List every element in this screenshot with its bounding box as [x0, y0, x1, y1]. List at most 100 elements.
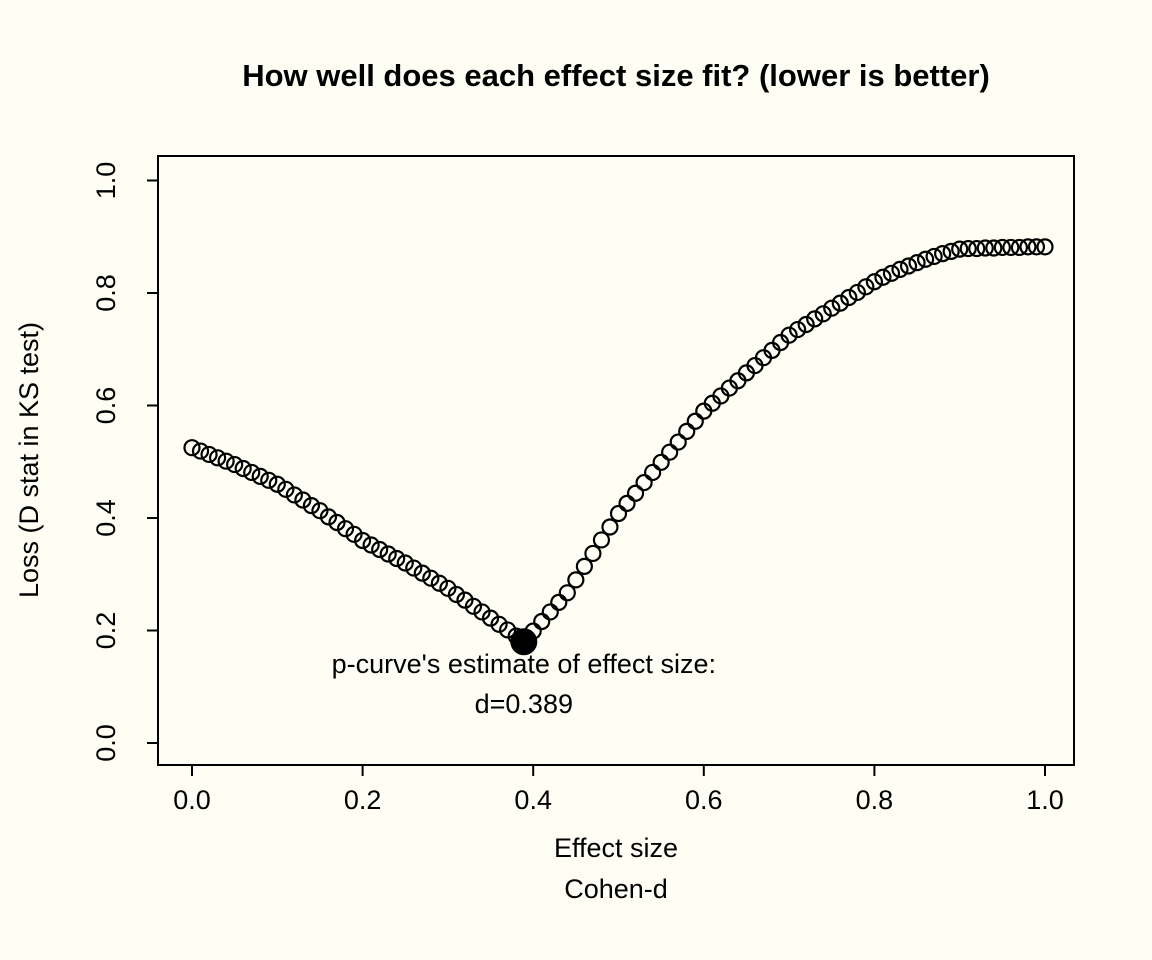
data-point-circle — [234, 459, 252, 478]
data-point-circle — [635, 473, 653, 492]
data-point-circle — [268, 475, 286, 493]
plot-box — [157, 155, 1075, 766]
data-point-circle — [533, 612, 551, 631]
data-point-circle — [584, 544, 602, 563]
y-tick-label: 0.4 — [91, 499, 121, 537]
data-point-circle — [413, 564, 431, 582]
x-tick-label: 0.4 — [514, 785, 552, 815]
data-points-layer — [183, 238, 1054, 650]
data-point-circle — [354, 531, 372, 550]
data-point-circle — [243, 463, 261, 482]
data-point-circle — [814, 305, 832, 323]
data-point-circle — [294, 491, 312, 509]
data-point-circle — [652, 453, 670, 471]
x-tick-label: 0.0 — [173, 785, 211, 815]
annotation-line1: p-curve's estimate of effect size: — [332, 649, 716, 679]
data-point-circle — [993, 238, 1011, 257]
data-point-circle — [942, 242, 960, 260]
data-point-circle — [626, 484, 645, 502]
data-point-circle — [311, 502, 329, 520]
x-tick-label: 0.8 — [856, 785, 894, 815]
data-point-circle — [934, 245, 952, 263]
data-point-circle — [959, 239, 977, 258]
data-point-circle — [200, 445, 218, 464]
data-point-circle — [797, 315, 815, 334]
data-point-circle — [208, 449, 227, 467]
data-point-circle — [226, 455, 244, 474]
estimate-point — [510, 628, 538, 656]
data-point-circle — [678, 422, 696, 440]
data-point-circle — [430, 574, 448, 592]
y-tick-label: 0.2 — [91, 612, 121, 650]
data-point-circle — [857, 278, 875, 296]
data-point-circle — [925, 247, 943, 266]
data-point-circle — [362, 536, 380, 554]
data-point-circle — [439, 579, 457, 597]
data-point-circle — [865, 273, 884, 291]
data-point-circle — [388, 549, 406, 568]
data-point-circle — [371, 540, 389, 559]
data-point-circle — [908, 254, 926, 272]
x-tick-label: 0.2 — [344, 785, 382, 815]
data-point-circle — [405, 559, 423, 577]
data-point-circle — [806, 310, 824, 328]
data-point-circle — [345, 525, 363, 543]
axis-ticks-layer: 0.0 0.2 0.4 0.6 0.8 1.0 0.0 0.2 0.4 0.6 0.8 1.0 — [91, 162, 1064, 815]
data-point-circle — [882, 264, 901, 282]
data-point-circle — [567, 571, 585, 589]
data-point-circle — [550, 593, 568, 611]
y-tick-label: 0.8 — [91, 274, 121, 312]
data-point-circle — [302, 497, 321, 515]
data-point-circle — [874, 268, 892, 286]
data-point-circle — [831, 294, 849, 312]
data-point-circle — [379, 545, 397, 563]
data-point-circle — [558, 584, 576, 602]
data-point-circle — [899, 257, 918, 275]
data-point-circle — [328, 513, 346, 532]
x-tick-label: 1.0 — [1026, 785, 1064, 815]
data-point-circle — [1002, 238, 1020, 257]
data-point-circle — [422, 569, 440, 587]
data-point-circle — [985, 239, 1003, 257]
data-point-circle — [541, 603, 559, 621]
x-tick-label: 0.6 — [685, 785, 723, 815]
y-tick-label: 0.6 — [91, 387, 121, 425]
chart-title: How well does each effect size fit? (low… — [242, 58, 990, 93]
data-point-circle — [848, 283, 866, 302]
data-point-circle — [447, 585, 466, 604]
data-point-circle — [823, 299, 841, 317]
data-point-circle — [789, 320, 807, 339]
data-point-circle — [473, 603, 491, 621]
data-point-circle — [319, 508, 338, 526]
annotation-line2: d=0.389 — [475, 689, 573, 719]
data-point-circle — [840, 288, 858, 307]
data-point-circle — [277, 480, 295, 498]
data-point-circle — [618, 494, 636, 512]
data-point-circle — [609, 504, 628, 523]
data-point-circle — [336, 520, 355, 538]
data-point-circle — [1019, 238, 1037, 256]
data-point-circle — [1010, 238, 1029, 257]
data-point-circle — [592, 531, 611, 549]
data-point-circle — [644, 463, 662, 482]
y-tick-label: 0.0 — [91, 724, 121, 762]
data-point-circle — [456, 591, 474, 609]
data-point-circle — [601, 518, 619, 536]
data-point-circle — [481, 609, 500, 627]
data-point-circle — [191, 442, 210, 460]
data-point-circle — [968, 239, 986, 258]
data-point-circle — [686, 412, 704, 430]
data-point-circle — [575, 557, 593, 575]
data-point-circle — [464, 597, 483, 615]
y-tick-label: 1.0 — [91, 162, 121, 200]
data-point-circle — [183, 439, 201, 457]
x-axis-label-line2: Cohen-d — [564, 874, 668, 904]
data-point-circle — [217, 452, 235, 470]
data-point-circle — [490, 615, 508, 633]
data-point-circle — [976, 239, 994, 257]
data-point-circle — [260, 471, 278, 489]
data-point-circle — [499, 621, 517, 639]
